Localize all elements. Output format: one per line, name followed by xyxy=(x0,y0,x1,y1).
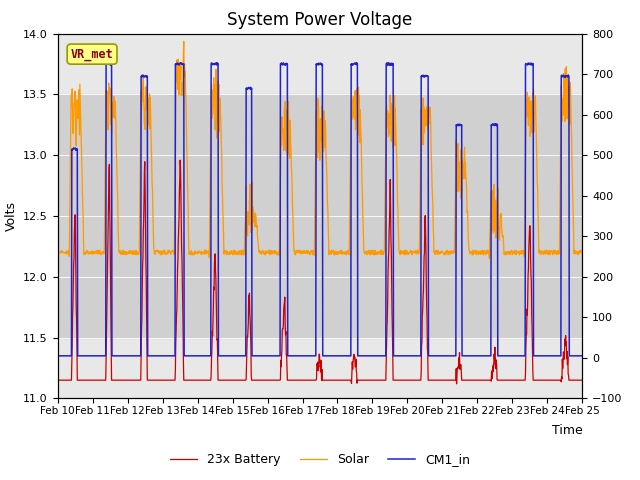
Solar xyxy=(180,38,188,44)
Solar xyxy=(470,248,478,254)
Title: System Power Voltage: System Power Voltage xyxy=(227,11,413,29)
CM1_in xyxy=(385,60,392,66)
Line: CM1_in: CM1_in xyxy=(58,63,582,356)
Text: VR_met: VR_met xyxy=(70,48,113,60)
CM1_in xyxy=(157,353,165,359)
23x Battery xyxy=(452,381,460,387)
Line: 23x Battery: 23x Battery xyxy=(58,160,582,384)
CM1_in xyxy=(516,353,524,359)
Line: Solar: Solar xyxy=(58,41,582,258)
23x Battery xyxy=(170,377,178,383)
CM1_in xyxy=(402,353,410,359)
CM1_in xyxy=(54,353,61,359)
Solar xyxy=(517,249,525,255)
CM1_in xyxy=(579,353,586,359)
23x Battery xyxy=(230,377,237,383)
CM1_in xyxy=(229,353,237,359)
X-axis label: Time: Time xyxy=(552,424,582,437)
23x Battery xyxy=(517,377,525,383)
23x Battery xyxy=(579,377,586,383)
Solar xyxy=(230,249,237,254)
23x Battery xyxy=(54,377,61,383)
Solar xyxy=(54,249,61,255)
Solar xyxy=(579,250,586,255)
Solar xyxy=(170,249,178,254)
Bar xyxy=(58,95,582,337)
CM1_in xyxy=(170,353,178,359)
23x Battery xyxy=(176,157,184,163)
23x Battery xyxy=(402,377,410,383)
Y-axis label: Volts: Volts xyxy=(4,201,17,231)
Solar xyxy=(486,255,493,261)
Solar xyxy=(157,248,165,254)
Legend: 23x Battery, Solar, CM1_in: 23x Battery, Solar, CM1_in xyxy=(164,448,476,471)
23x Battery xyxy=(157,377,165,383)
23x Battery xyxy=(470,377,478,383)
Solar xyxy=(402,248,410,254)
CM1_in xyxy=(470,353,478,359)
